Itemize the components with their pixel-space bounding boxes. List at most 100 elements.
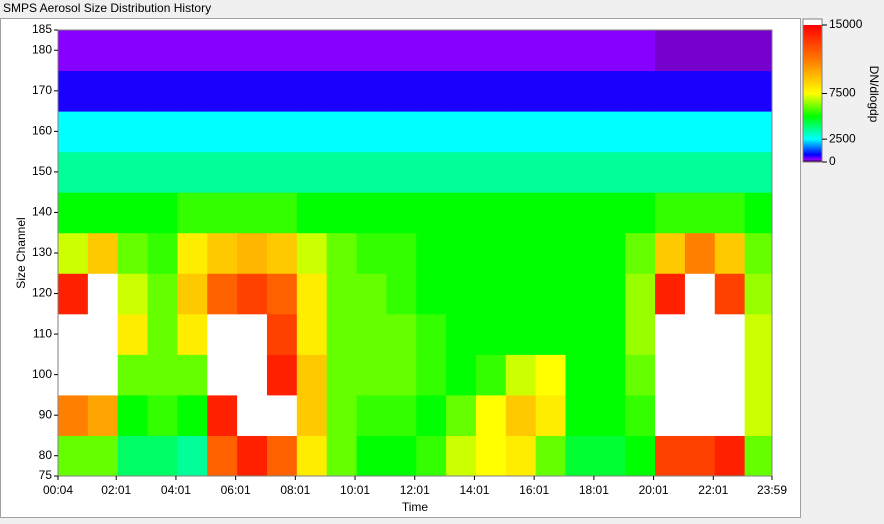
heatmap-cell (147, 151, 178, 193)
heatmap-cell (58, 30, 89, 72)
heatmap-cell (595, 354, 626, 396)
heatmap-cell (266, 313, 298, 355)
heatmap-cell (595, 111, 626, 153)
heatmap-cell (177, 394, 208, 436)
x-tick-label: 22:01 (698, 483, 728, 497)
heatmap-cell (237, 30, 268, 72)
heatmap-cell (356, 30, 387, 72)
heatmap-cell (625, 232, 656, 274)
heatmap-cell (714, 111, 746, 153)
heatmap-cell (416, 70, 447, 112)
heatmap-cell (684, 151, 716, 193)
heatmap-cell (386, 354, 417, 396)
heatmap-cell (714, 232, 746, 274)
x-tick-label: 06:01 (221, 483, 251, 497)
heatmap-cell (535, 313, 567, 355)
heatmap-cell (386, 70, 417, 112)
heatmap-cell (117, 394, 149, 436)
heatmap-cell (117, 151, 149, 193)
heatmap-cell (356, 192, 387, 234)
heatmap-cell (565, 192, 596, 234)
heatmap-cell (177, 435, 208, 477)
colorbar-label: DN/dlogdp (867, 66, 881, 123)
heatmap-cell (535, 394, 567, 436)
x-tick-label: 16:01 (519, 483, 549, 497)
heatmap-cell (207, 151, 238, 193)
heatmap-cell (565, 313, 596, 355)
heatmap-cell (177, 192, 208, 234)
y-tick-label: 170 (32, 83, 52, 97)
heatmap-cell (87, 394, 119, 436)
heatmap-cell (625, 354, 656, 396)
heatmap-cell (714, 354, 746, 396)
heatmap-cell (356, 70, 387, 112)
heatmap-cell (505, 192, 537, 234)
heatmap-cell (237, 232, 268, 274)
heatmap-cell (87, 435, 119, 477)
heatmap-cell (87, 111, 119, 153)
heatmap-cell (446, 232, 477, 274)
heatmap-cell (625, 30, 656, 72)
heatmap-cell (266, 232, 298, 274)
heatmap-cell (565, 273, 596, 315)
heatmap-cell (266, 394, 298, 436)
heatmap-cell (266, 273, 298, 315)
y-tick-label: 90 (39, 407, 53, 421)
x-tick-label: 20:01 (639, 483, 669, 497)
heatmap-cell (744, 313, 773, 355)
heatmap-cell (595, 70, 626, 112)
heatmap-cell (237, 192, 268, 234)
heatmap-cell (655, 192, 686, 234)
heatmap-cell (237, 70, 268, 112)
heatmap-cell (505, 394, 537, 436)
y-tick-label: 75 (39, 468, 53, 482)
heatmap-cell (356, 313, 387, 355)
heatmap-cell (595, 151, 626, 193)
heatmap-cell (714, 151, 746, 193)
heatmap-cell (296, 354, 328, 396)
heatmap-cell (714, 273, 746, 315)
heatmap-cell (535, 70, 567, 112)
heatmap-cell (714, 192, 746, 234)
x-tick-label: 14:01 (459, 483, 489, 497)
heatmap-cell (744, 30, 773, 72)
heatmap-cell (177, 273, 208, 315)
heatmap-cell (714, 30, 746, 72)
heatmap-cell (117, 273, 149, 315)
heatmap-cell (386, 435, 417, 477)
heatmap-cell (237, 151, 268, 193)
heatmap-cell (565, 70, 596, 112)
heatmap-cell (326, 151, 358, 193)
x-tick-label: 23:59 (757, 483, 787, 497)
heatmap-cell (595, 30, 626, 72)
heatmap-cell (595, 273, 626, 315)
heatmap-cell (58, 435, 89, 477)
heatmap-cell (58, 70, 89, 112)
heatmap-cell (177, 111, 208, 153)
x-tick-label: 02:01 (101, 483, 131, 497)
heatmap-cell (475, 30, 507, 72)
heatmap-cell (535, 192, 567, 234)
y-tick-label: 150 (32, 164, 52, 178)
heatmap-cell (565, 435, 596, 477)
heatmap-cell (744, 435, 773, 477)
heatmap-cell (446, 313, 477, 355)
heatmap-cell (714, 435, 746, 477)
heatmap-cell (744, 111, 773, 153)
heatmap-cell (58, 111, 89, 153)
heatmap-cell (416, 394, 447, 436)
heatmap-cell (58, 273, 89, 315)
heatmap-cell (326, 435, 358, 477)
heatmap-cell (416, 111, 447, 153)
heatmap-cell (266, 151, 298, 193)
y-tick-label: 180 (32, 42, 52, 56)
x-axis-label: Time (402, 500, 429, 514)
heatmap-cell (296, 232, 328, 274)
heatmap-cell (147, 232, 178, 274)
heatmap-cell (416, 354, 447, 396)
heatmap-cell (565, 30, 596, 72)
heatmap-cell (475, 313, 507, 355)
y-tick-label: 80 (39, 448, 53, 462)
heatmap-cell (58, 394, 89, 436)
